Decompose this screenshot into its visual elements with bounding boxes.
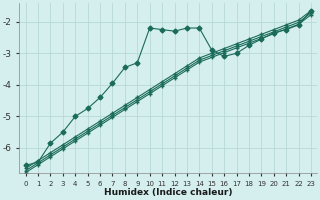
X-axis label: Humidex (Indice chaleur): Humidex (Indice chaleur) bbox=[104, 188, 233, 197]
